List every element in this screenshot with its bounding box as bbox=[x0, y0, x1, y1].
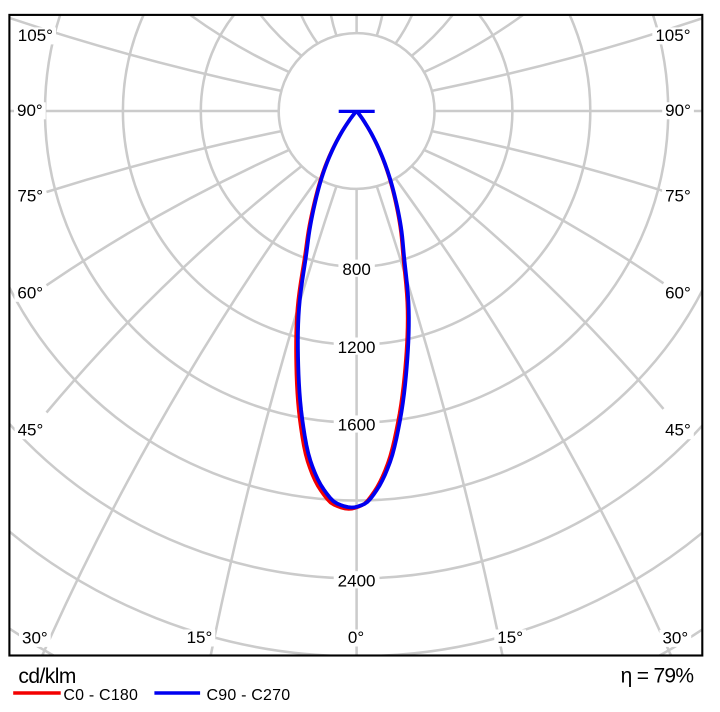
svg-text:1600: 1600 bbox=[338, 416, 376, 435]
svg-text:75°: 75° bbox=[17, 187, 43, 206]
svg-text:2400: 2400 bbox=[338, 572, 376, 591]
svg-text:C0 - C180: C0 - C180 bbox=[63, 687, 138, 704]
svg-text:15°: 15° bbox=[497, 628, 523, 647]
svg-text:90°: 90° bbox=[17, 101, 43, 120]
svg-text:1200: 1200 bbox=[338, 338, 376, 357]
svg-text:15°: 15° bbox=[187, 628, 213, 647]
svg-text:30°: 30° bbox=[662, 628, 688, 647]
svg-text:45°: 45° bbox=[18, 421, 44, 440]
svg-text:η = 79%: η = 79% bbox=[621, 664, 694, 687]
svg-text:800: 800 bbox=[342, 260, 370, 279]
svg-text:0°: 0° bbox=[348, 628, 364, 647]
svg-text:C90 - C270: C90 - C270 bbox=[207, 687, 291, 704]
svg-text:cd/klm: cd/klm bbox=[18, 665, 75, 688]
svg-text:75°: 75° bbox=[665, 187, 691, 206]
svg-text:105°: 105° bbox=[18, 26, 53, 45]
svg-text:90°: 90° bbox=[665, 101, 691, 120]
svg-text:45°: 45° bbox=[665, 421, 691, 440]
svg-text:105°: 105° bbox=[655, 26, 690, 45]
svg-text:60°: 60° bbox=[17, 283, 43, 302]
svg-text:30°: 30° bbox=[22, 628, 48, 647]
svg-text:60°: 60° bbox=[665, 283, 691, 302]
